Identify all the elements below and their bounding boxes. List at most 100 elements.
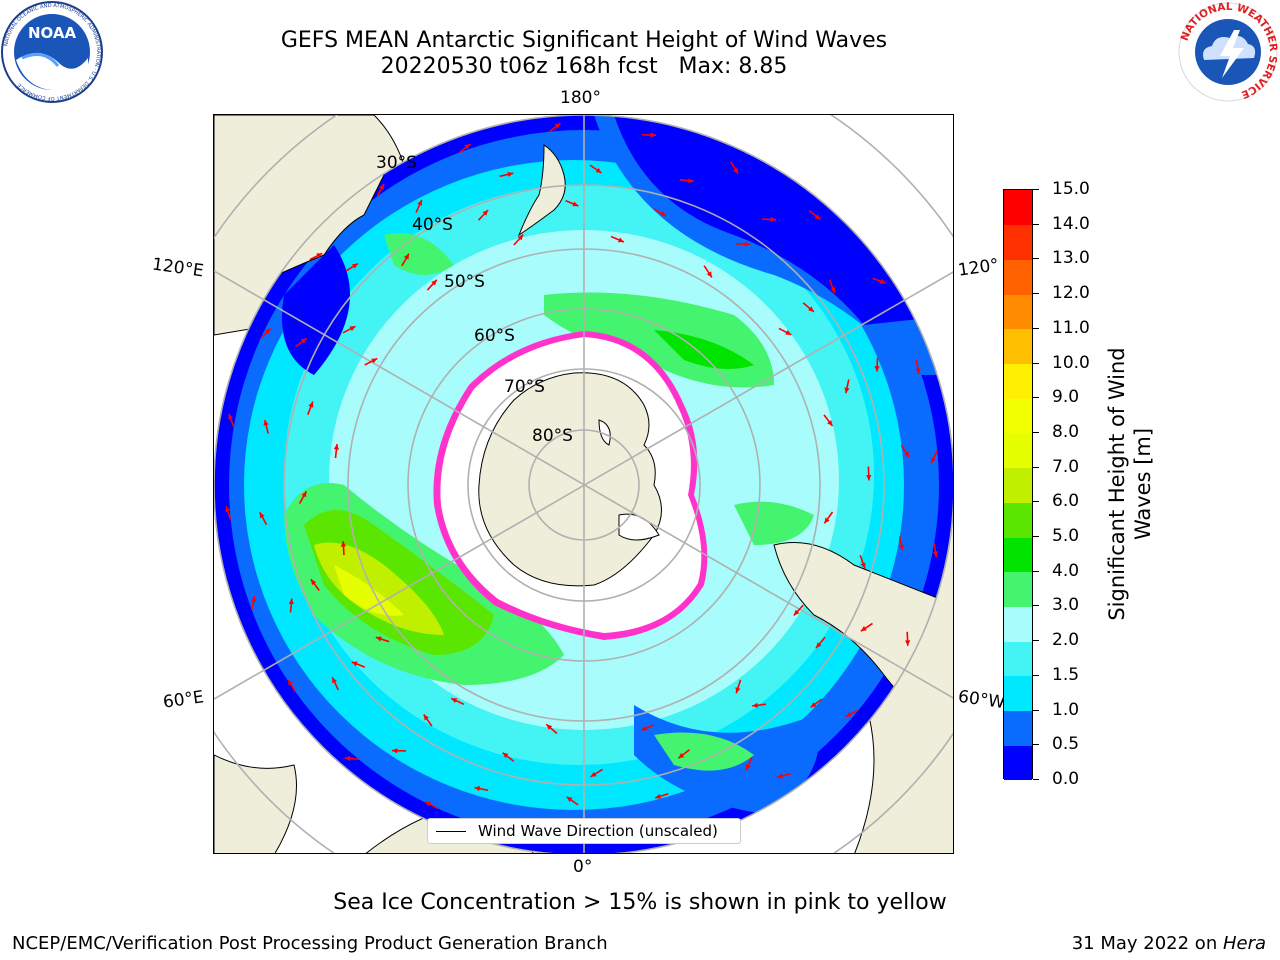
colorbar-tick-mark [1033, 466, 1039, 468]
wind-wave-arrow-head [332, 677, 337, 684]
map-title: GEFS MEAN Antarctic Significant Height o… [280, 28, 888, 53]
map-legend: Wind Wave Direction (unscaled) [427, 818, 741, 844]
wind-wave-arrow-head [793, 609, 800, 616]
colorbar-label-line1: Significant Height of Wind [1105, 347, 1129, 621]
colorbar-segment [1004, 259, 1032, 295]
colorbar-tick-label: 9.0 [1052, 387, 1080, 408]
colorbar-tick-mark [1033, 536, 1039, 538]
colorbar-segment [1004, 606, 1032, 642]
colorbar-tick-mark [1033, 397, 1039, 399]
wind-wave-arrow-head [333, 444, 339, 450]
wind-wave-arrow-head [482, 210, 489, 216]
lon-label-120w: 120° [956, 255, 1001, 281]
colorbar-tick-label: 1.5 [1052, 664, 1080, 685]
colorbar-segment [1004, 745, 1032, 781]
colorbar-segment [1004, 502, 1032, 538]
wind-wave-arrow-head [898, 544, 904, 551]
colorbar-tick-mark [1033, 674, 1039, 676]
colorbar-tick-mark [1033, 744, 1039, 746]
lat-label-30s: 30°S [376, 153, 417, 173]
wind-wave-arrow-head [423, 714, 429, 721]
wind-wave-arrow-head [288, 598, 294, 605]
wind-wave-arrow-head [678, 752, 685, 759]
wind-wave-arrow-head [451, 698, 458, 703]
lon-label-120e: 120°E [150, 254, 205, 282]
lat-label-60s: 60°S [474, 326, 515, 346]
wind-wave-arrow-head [417, 199, 422, 206]
lon-label-60e: 60°E [161, 687, 206, 713]
legend-label: Wind Wave Direction (unscaled) [478, 822, 718, 840]
map-subtitle: 20220530 t06z 168h fcst Max: 8.85 [380, 54, 788, 79]
noaa-logo-text: NOAA [28, 24, 77, 42]
wind-wave-arrow-head [464, 144, 471, 150]
footer-date-text: 31 May 2022 on [1071, 933, 1223, 954]
wind-wave-arrow-head [655, 793, 661, 799]
wind-wave-arrow-head [810, 702, 817, 708]
colorbar-label-line2: Waves [m] [1131, 427, 1155, 541]
wind-wave-arrow-head [845, 711, 852, 717]
colorbar-tick-label: 11.0 [1052, 317, 1090, 338]
wind-wave-arrow-head [827, 420, 833, 426]
colorbar-tick-label: 6.0 [1052, 491, 1080, 512]
colorbar-tick-label: 8.0 [1052, 421, 1080, 442]
footer-host: Hera [1222, 933, 1266, 954]
map-panel: 30°S 40°S 50°S 60°S 70°S 80°S [213, 114, 954, 854]
wind-wave-arrow-head [424, 801, 431, 807]
wind-wave-arrow-head [340, 541, 346, 547]
graticule [214, 115, 953, 853]
lat-label-80s: 80°S [532, 426, 573, 446]
colorbar-segment [1004, 432, 1032, 469]
wind-wave-arrow-head [860, 562, 866, 569]
colorbar-tick-mark [1033, 779, 1039, 780]
wind-wave-arrow-head [814, 214, 821, 220]
colorbar-tick-label: 15.0 [1052, 179, 1090, 199]
colorbar-tick-label: 0.0 [1052, 769, 1080, 789]
colorbar-segment [1004, 710, 1032, 746]
lon-label-180: 180° [560, 88, 601, 108]
colorbar-tick-mark [1033, 223, 1039, 225]
colorbar-tick-label: 10.0 [1052, 352, 1090, 373]
wind-wave-arrow-head [777, 773, 783, 779]
wind-wave-arrow-head [349, 326, 356, 332]
wind-wave-arrow-head [517, 234, 524, 241]
wind-wave-arrow-head [301, 491, 307, 498]
wind-wave-arrow-head [879, 279, 886, 284]
wind-wave-arrow-head [308, 401, 314, 408]
colorbar-segment [1004, 571, 1032, 607]
wind-wave-arrow-head [554, 123, 561, 129]
colorbar-tick-label: 2.0 [1052, 630, 1080, 651]
noaa-logo-icon: NOAA NATIONAL OCEANIC AND ATMOSPHERIC AD… [1, 1, 103, 103]
colorbar-segment [1004, 224, 1032, 260]
wind-wave-arrow-head [650, 132, 657, 138]
colorbar [1003, 189, 1033, 781]
wind-wave-arrow-head [474, 786, 481, 792]
colorbar-tick-label: 5.0 [1052, 526, 1080, 547]
latitude-labels: 30°S 40°S 50°S 60°S 70°S 80°S [376, 153, 573, 446]
lon-label-0: 0° [573, 857, 593, 877]
colorbar-tick-label: 12.0 [1052, 283, 1090, 304]
wind-wave-arrow-head [225, 506, 231, 513]
wind-wave-arrow-head [744, 241, 751, 247]
colorbar-segment [1004, 363, 1032, 399]
footer-branch: NCEP/EMC/Verification Post Processing Pr… [12, 933, 608, 954]
wind-wave-arrow-head [706, 271, 712, 278]
wind-wave-arrow-head [785, 330, 792, 335]
wind-wave-arrow-head [915, 368, 921, 374]
colorbar-tick-label: 13.0 [1052, 248, 1090, 269]
colorbar-tick-mark [1033, 709, 1039, 711]
wind-wave-arrow-head [344, 755, 351, 762]
wind-wave-arrow-head [403, 253, 409, 260]
colorbar-tick-mark [1033, 189, 1039, 190]
colorbar-tick-label: 14.0 [1052, 213, 1090, 234]
wind-wave-arrow-head [379, 183, 384, 190]
colorbar-segment [1004, 294, 1032, 330]
wind-wave-arrow-head [566, 796, 573, 803]
wind-wave-arrows [225, 122, 939, 844]
wind-wave-arrow-head [352, 263, 358, 269]
wind-wave-arrow-head [265, 328, 271, 334]
colorbar-tick-label: 3.0 [1052, 595, 1080, 616]
ocean-field [214, 115, 953, 853]
footer-date: 31 May 2022 on Hera [1072, 933, 1266, 954]
colorbar-tick-label: 1.0 [1052, 699, 1080, 720]
colorbar-tick-mark [1033, 570, 1039, 572]
